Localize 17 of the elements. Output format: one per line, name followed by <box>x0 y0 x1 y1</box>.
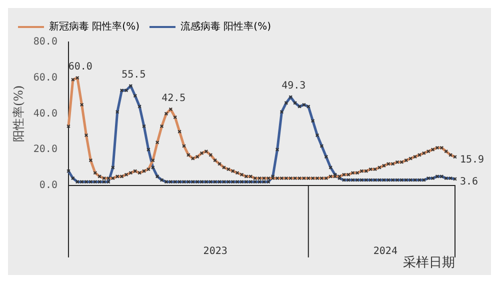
data-label: 49.3 <box>282 80 306 92</box>
y-tick-label: 80.0 <box>33 36 58 48</box>
x-axis-title: 采样日期 <box>403 256 455 271</box>
text: 2023 <box>203 246 228 257</box>
y-axis-title: 阳性率(%) <box>11 85 26 142</box>
y-tick-label: 40.0 <box>33 108 58 120</box>
data-label: 42.5 <box>162 92 186 104</box>
data-label: 55.5 <box>122 70 146 81</box>
data-label: 60.0 <box>68 61 92 72</box>
y-tick-label: 20.0 <box>33 144 58 156</box>
legend-label: 新冠病毒 阳性率(%) <box>49 20 140 33</box>
data-label: 3.6 <box>460 176 478 188</box>
legend-label: 流感病毒 阳性率(%) <box>180 20 272 33</box>
y-tick-label: 60.0 <box>33 72 58 84</box>
text: 2024 <box>373 246 398 257</box>
data-label: 15.9 <box>460 154 484 166</box>
y-tick-label: 0.0 <box>39 180 58 191</box>
